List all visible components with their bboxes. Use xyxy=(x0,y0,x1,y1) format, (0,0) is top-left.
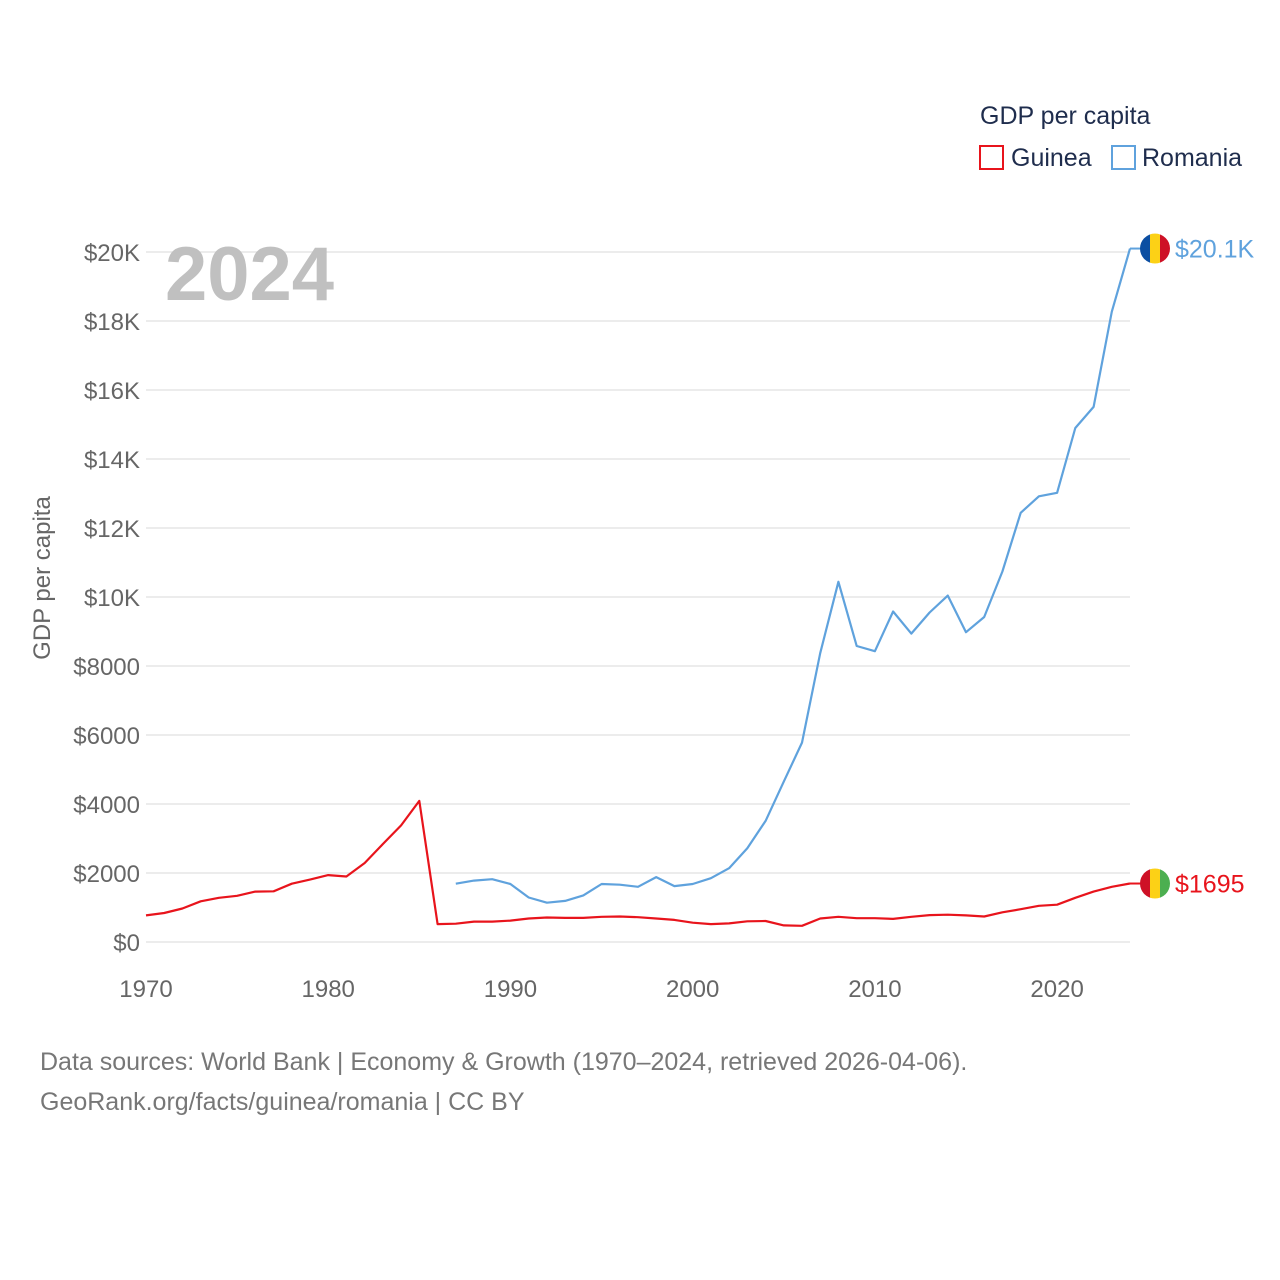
x-tick-label-1970: 1970 xyxy=(119,976,172,1003)
legend-title: GDP per capita xyxy=(980,102,1151,130)
y-axis-label: GDP per capita xyxy=(29,496,56,660)
series-end-labels: $1695 $20.1K xyxy=(1130,233,1255,899)
y-tick-label-4000: $4000 xyxy=(73,792,140,819)
series-lines xyxy=(145,248,1132,927)
x-tick-label-1980: 1980 xyxy=(302,976,355,1003)
x-tick-label-1990: 1990 xyxy=(484,976,537,1003)
series-line-guinea[interactable] xyxy=(145,799,1131,927)
y-tick-label-18000: $18K xyxy=(84,309,140,336)
x-tick-label-2020: 2020 xyxy=(1030,976,1083,1003)
chart: $0 $2000 $4000 $6000 $8000 $10K $12K $14K $16K $1… xyxy=(29,102,1255,1003)
y-tick-label-0: $0 xyxy=(113,930,140,957)
y-tick-label-10000: $10K xyxy=(84,585,140,612)
y-axis-ticks: $0 $2000 $4000 $6000 $8000 $10K $12K $14K $16K $1… xyxy=(73,240,140,957)
flag-icon-guinea xyxy=(1140,868,1170,899)
y-tick-label-16000: $16K xyxy=(84,378,140,405)
series-end-label-romania: $20.1K xyxy=(1175,236,1255,264)
year-label: 2024 xyxy=(165,232,334,317)
y-tick-label-8000: $8000 xyxy=(73,654,140,681)
series-end-label-guinea: $1695 xyxy=(1175,871,1245,899)
y-tick-label-14000: $14K xyxy=(84,447,140,474)
legend-swatch-guinea[interactable] xyxy=(979,145,1004,170)
x-tick-label-2010: 2010 xyxy=(848,976,901,1003)
y-tick-label-20000: $20K xyxy=(84,240,140,267)
y-tick-label-2000: $2000 xyxy=(73,861,140,888)
legend-label-guinea[interactable]: Guinea xyxy=(1011,144,1092,172)
source-line-2: GeoRank.org/facts/guinea/romania | CC BY xyxy=(40,1088,525,1116)
y-tick-label-12000: $12K xyxy=(84,516,140,543)
y-tick-label-6000: $6000 xyxy=(73,723,140,750)
legend-label-romania[interactable]: Romania xyxy=(1142,144,1242,172)
x-tick-label-2000: 2000 xyxy=(666,976,719,1003)
legend-swatch-romania[interactable] xyxy=(1111,145,1136,170)
x-axis-ticks: 1970 1980 1990 2000 2010 2020 xyxy=(119,976,1084,1003)
grid-lines xyxy=(146,251,1130,943)
series-line-romania[interactable] xyxy=(455,248,1132,904)
flag-icon-romania xyxy=(1140,233,1170,264)
source-note: Data sources: World Bank | Economy & Gro… xyxy=(40,1042,967,1122)
source-line-1: Data sources: World Bank | Economy & Gro… xyxy=(40,1048,968,1076)
legend: GDP per capita Guinea Romania xyxy=(979,102,1242,172)
